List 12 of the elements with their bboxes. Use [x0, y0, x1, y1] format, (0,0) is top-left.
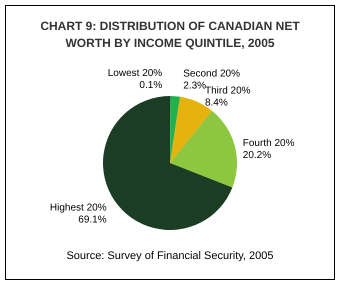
data-label: 2.3%	[183, 80, 206, 92]
data-label: 8.4%	[204, 98, 228, 109]
slice-label: Third 20%	[204, 86, 251, 97]
data-label: 69.1%	[78, 214, 107, 226]
source-note: Source: Survey of Financial Security, 2005	[65, 250, 275, 262]
data-label: 0.1%	[139, 80, 162, 91]
slice-label: Highest 20%	[50, 202, 107, 214]
slice-label: Second 20%	[183, 68, 240, 80]
slice-label: Fourth 20%	[242, 138, 295, 149]
slice-label: Lowest 20%	[108, 68, 162, 79]
data-label: 20.2%	[242, 150, 272, 161]
chart-title: CHART 9: DISTRIBUTION OF CANADIAN NET WORTH BY INCOME QUINTILE, 2005	[40, 19, 300, 50]
